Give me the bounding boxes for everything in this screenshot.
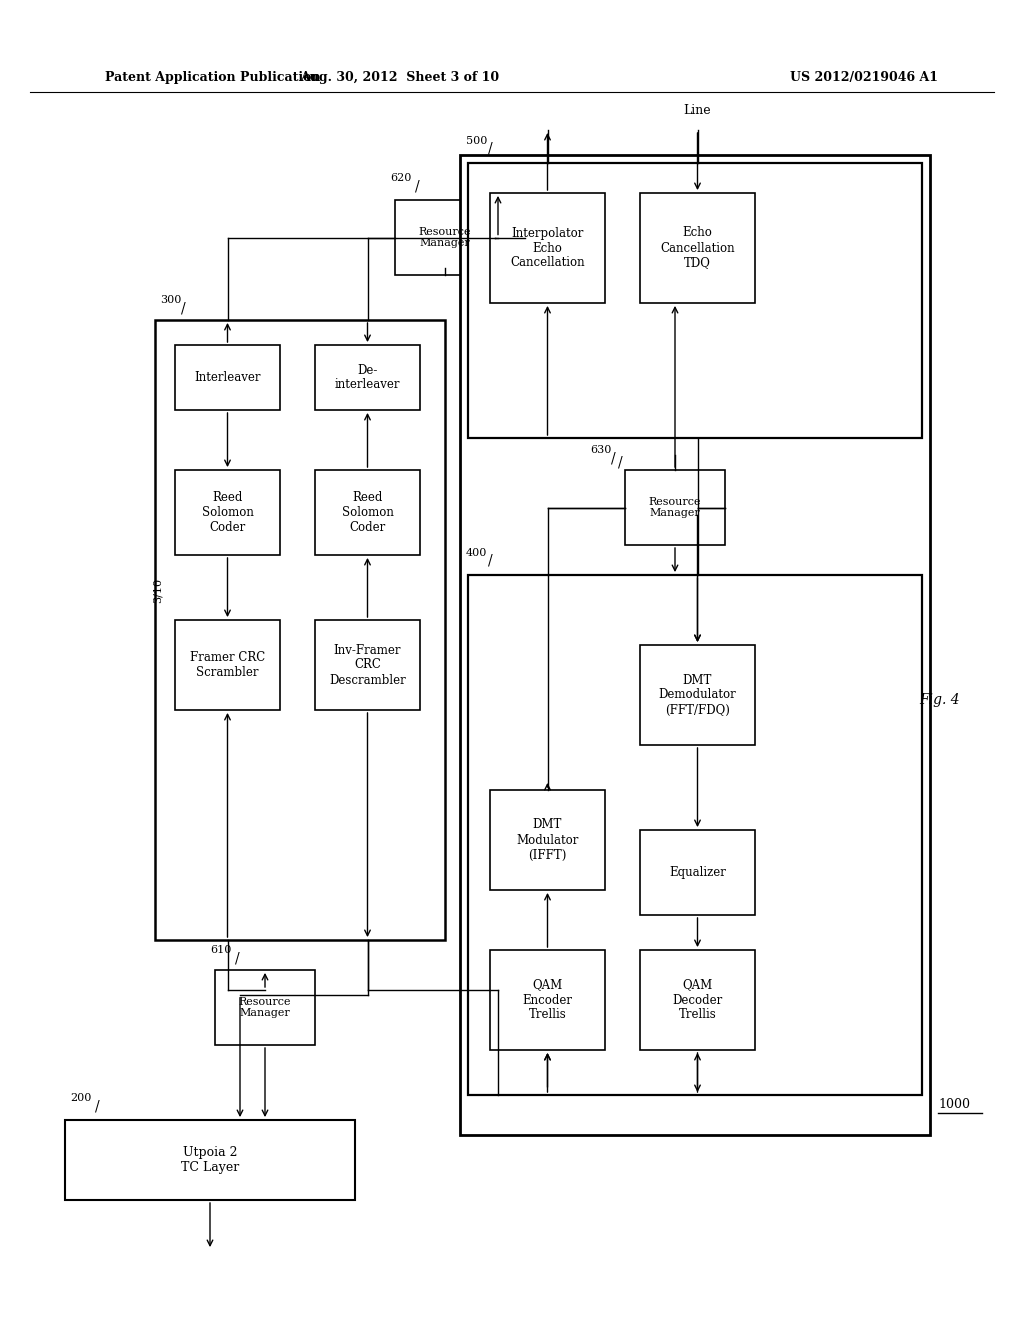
Text: Utpoia 2
TC Layer: Utpoia 2 TC Layer xyxy=(181,1146,240,1173)
Bar xyxy=(175,470,280,554)
Text: Framer CRC
Scrambler: Framer CRC Scrambler xyxy=(189,651,265,678)
Bar xyxy=(395,201,495,275)
Text: US 2012/0219046 A1: US 2012/0219046 A1 xyxy=(790,71,938,84)
Text: 630: 630 xyxy=(590,445,611,455)
Text: De-
interleaver: De- interleaver xyxy=(335,363,400,392)
Bar xyxy=(625,470,725,545)
Bar xyxy=(215,970,315,1045)
Text: Fig. 4: Fig. 4 xyxy=(920,693,961,708)
Text: Aug. 30, 2012  Sheet 3 of 10: Aug. 30, 2012 Sheet 3 of 10 xyxy=(300,71,500,84)
Bar xyxy=(65,1119,355,1200)
Text: Inv-Framer
CRC
Descrambler: Inv-Framer CRC Descrambler xyxy=(329,644,406,686)
Text: Patent Application Publication: Patent Application Publication xyxy=(105,71,321,84)
Text: 200: 200 xyxy=(70,1093,91,1104)
Text: QAM
Encoder
Trellis: QAM Encoder Trellis xyxy=(522,978,572,1022)
Text: /: / xyxy=(415,180,419,193)
Text: Interpolator
Echo
Cancellation: Interpolator Echo Cancellation xyxy=(510,227,585,269)
Bar xyxy=(468,576,922,1096)
Text: /: / xyxy=(487,143,493,156)
Text: Resource
Manager: Resource Manager xyxy=(419,227,471,248)
Text: Reed
Solomon
Coder: Reed Solomon Coder xyxy=(342,491,393,535)
Text: 500: 500 xyxy=(466,136,487,147)
Text: 3/10: 3/10 xyxy=(153,577,163,602)
Text: Resource
Manager: Resource Manager xyxy=(239,997,291,1018)
Text: /: / xyxy=(610,451,615,465)
Text: /: / xyxy=(487,554,493,568)
Bar xyxy=(175,345,280,411)
Bar xyxy=(460,154,930,1135)
Bar xyxy=(640,950,755,1049)
Text: 610: 610 xyxy=(210,945,231,954)
Text: 620: 620 xyxy=(390,173,412,183)
Bar xyxy=(315,470,420,554)
Text: Interleaver: Interleaver xyxy=(195,371,261,384)
Text: Reed
Solomon
Coder: Reed Solomon Coder xyxy=(202,491,253,535)
Bar xyxy=(315,620,420,710)
Bar xyxy=(490,193,605,304)
Text: 400: 400 xyxy=(466,548,487,558)
Bar xyxy=(175,620,280,710)
Bar xyxy=(490,950,605,1049)
Text: /: / xyxy=(617,455,623,469)
Text: Echo
Cancellation
TDQ: Echo Cancellation TDQ xyxy=(660,227,735,269)
Bar xyxy=(640,645,755,744)
Bar xyxy=(155,319,445,940)
Bar xyxy=(315,345,420,411)
Text: 1000: 1000 xyxy=(938,1098,970,1111)
Text: 300: 300 xyxy=(160,294,181,305)
Text: /: / xyxy=(94,1100,99,1113)
Text: DMT
Demodulator
(FFT/FDQ): DMT Demodulator (FFT/FDQ) xyxy=(658,673,736,717)
Bar xyxy=(468,162,922,438)
Text: Equalizer: Equalizer xyxy=(669,866,726,879)
Text: QAM
Decoder
Trellis: QAM Decoder Trellis xyxy=(673,978,723,1022)
Text: Resource
Manager: Resource Manager xyxy=(649,496,701,519)
Bar xyxy=(490,789,605,890)
Bar xyxy=(640,830,755,915)
Text: DMT
Modulator
(IFFT): DMT Modulator (IFFT) xyxy=(516,818,579,862)
Bar xyxy=(640,193,755,304)
Text: Line: Line xyxy=(684,103,712,116)
Text: /: / xyxy=(180,301,185,315)
Text: /: / xyxy=(234,950,240,965)
